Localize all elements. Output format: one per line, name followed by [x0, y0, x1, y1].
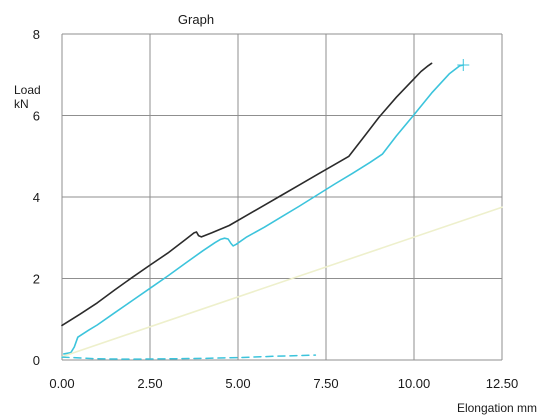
y-tick-label: 0 [33, 353, 40, 368]
x-tick-label: 7.50 [313, 376, 338, 391]
grid [61, 33, 503, 361]
x-tick-labels: 0.00 2.50 5.00 7.50 10.00 12.50 [49, 376, 518, 391]
series-line-2 [63, 64, 465, 355]
y-tick-label: 2 [33, 272, 40, 287]
y-tick-label: 6 [33, 109, 40, 124]
x-axis-label: Elongation mm [457, 401, 537, 415]
series-line-4 [61, 354, 317, 360]
x-tick-label: 2.50 [137, 376, 162, 391]
series-layer [61, 58, 503, 360]
y-tick-labels: 0 2 4 6 8 [33, 27, 40, 368]
y-tick-label: 4 [33, 190, 40, 205]
x-tick-label: 12.50 [486, 376, 519, 391]
x-tick-label: 5.00 [225, 376, 250, 391]
y-axis-label-line2: kN [14, 97, 29, 111]
series-line-3 [61, 206, 503, 358]
x-tick-label: 0.00 [49, 376, 74, 391]
series-line-1 [61, 62, 433, 327]
y-tick-label: 8 [33, 27, 40, 42]
chart-title: Graph [178, 12, 214, 27]
x-tick-label: 10.00 [398, 376, 431, 391]
series-2-end-marker [457, 58, 470, 71]
y-axis-label-line1: Load [14, 83, 41, 97]
